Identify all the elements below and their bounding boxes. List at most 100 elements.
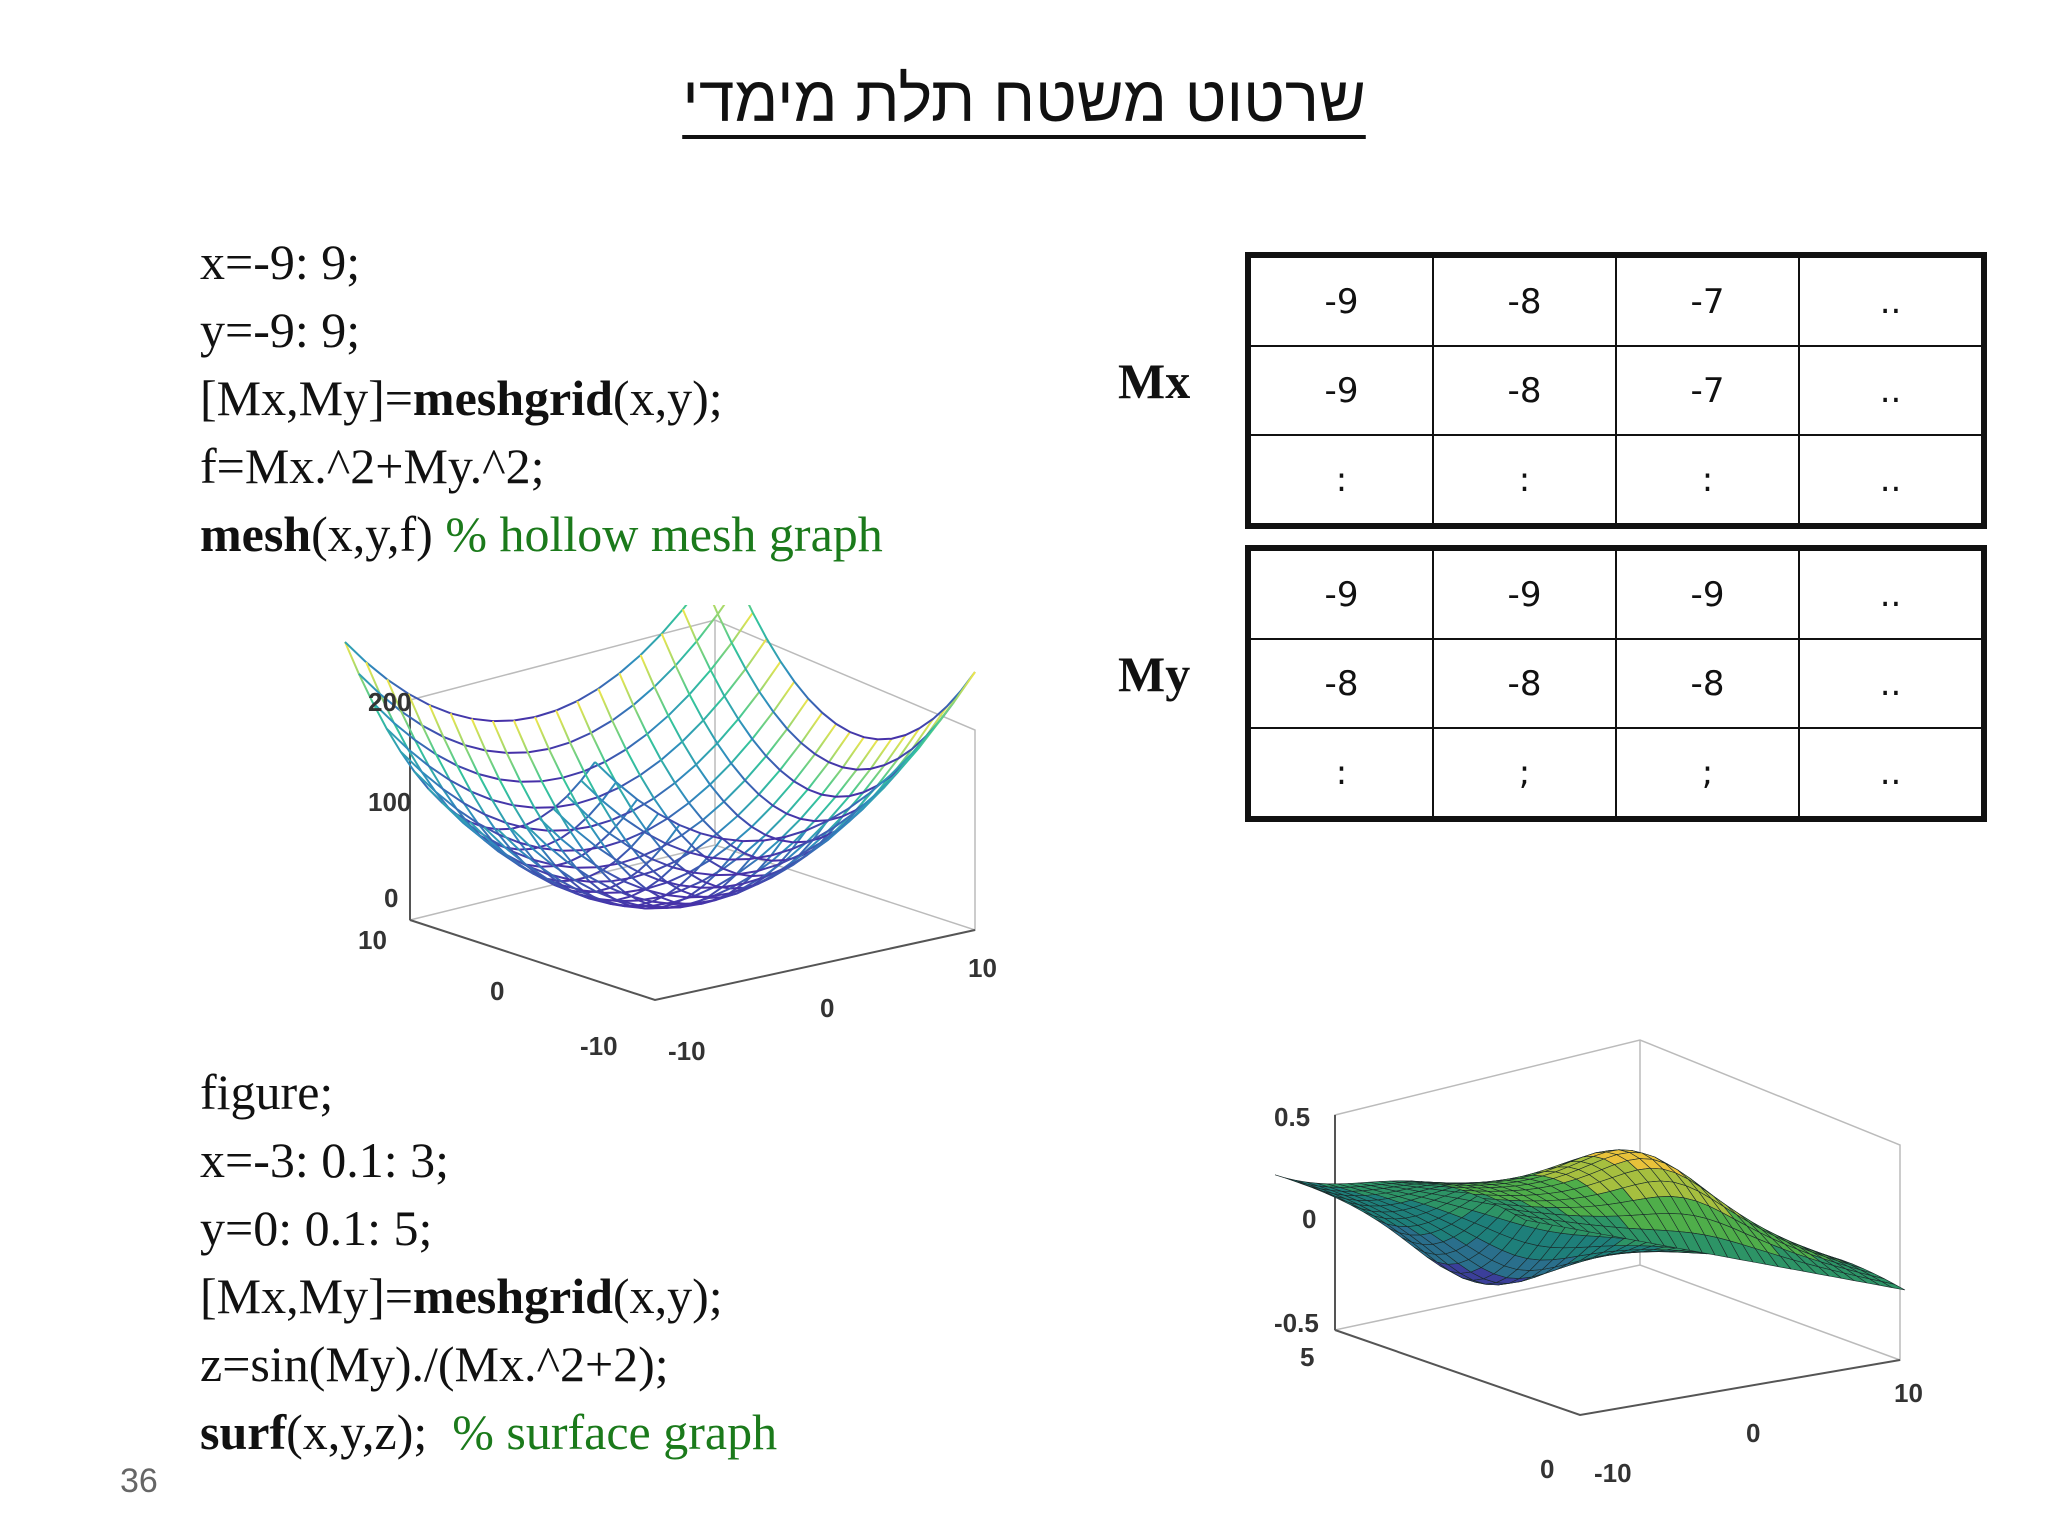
mesh-gridline [747,605,976,741]
surf-x-tick: 0 [1746,1418,1760,1448]
surf-y-tick: 5 [1300,1342,1314,1372]
surf-floor-front [1334,1329,1901,1417]
table-row: -9 -8 -7 .. [1247,345,1985,436]
code-comment: % hollow mesh graph [445,506,883,562]
mesh-floor-front [409,919,976,1002]
code-line: z=sin(My)./(Mx.^2+2); [200,1330,777,1398]
mesh-gridline [552,718,935,889]
table-cell: .. [1798,254,1985,347]
code-token: y=0: 0.1: 5; [200,1200,433,1256]
mx-label: Mx [1118,353,1191,409]
code-line: f=Mx.^2+My.^2; [200,432,883,500]
mesh-x-tick: 10 [968,953,997,983]
mesh-z-tick: 0 [384,883,398,913]
surf-z-tick: 0 [1302,1204,1316,1234]
code-block-surf: figure; x=-3: 0.1: 3; y=0: 0.1: 5; [Mx,My]=… [200,1058,777,1466]
code-token: (x,y); [612,370,723,426]
code-line: x=-3: 0.1: 3; [200,1126,777,1194]
code-line: figure; [200,1058,777,1126]
code-token: surf [200,1404,287,1460]
surf-surface [1274,1149,1906,1291]
mesh-gridline [580,689,962,861]
code-token: (x,y); [612,1268,723,1324]
code-token: [Mx,My]= [200,370,413,426]
page-number: 36 [120,1462,158,1500]
code-line: y=-9: 9; [200,296,883,364]
table-row: -9 -8 -7 .. [1247,254,1985,347]
table-cell: -8 [1247,638,1434,729]
slide-title: שרטוט משטח תלת מימדי [682,63,1366,135]
code-line: y=0: 0.1: 5; [200,1194,777,1262]
table-cell: -7 [1615,254,1800,347]
surf-patch [1881,1281,1906,1291]
table-cell: -8 [1432,638,1617,729]
table-cell: -9 [1247,345,1434,436]
mesh-x-tick: -10 [668,1036,706,1065]
surf-z-tick: -0.5 [1274,1308,1319,1338]
mesh-gridline [566,705,949,877]
code-token: y=-9: 9; [200,302,361,358]
table-cell: -9 [1247,547,1434,640]
table-cell: .. [1798,547,1985,640]
table-cell: .. [1798,638,1985,729]
table-cell: .. [1798,345,1985,436]
mesh-gridline [712,605,955,771]
table-row: : : : .. [1247,434,1985,527]
mx-table: -9 -8 -7 .. -9 -8 -7 .. : : : .. [1245,252,1987,529]
table-cell: -9 [1615,547,1800,640]
code-line: mesh(x,y,f) % hollow mesh graph [200,500,883,568]
table-cell: -8 [1432,254,1617,347]
mesh-gridline [449,712,702,902]
table-cell: -9 [1247,254,1434,347]
table-cell: -8 [1432,345,1617,436]
table-cell: ; [1615,727,1800,820]
my-label: My [1118,646,1191,702]
code-token: f=Mx.^2+My.^2; [200,438,545,494]
mesh-gridline [594,671,976,843]
table-cell: : [1432,434,1617,527]
code-line: x=-9: 9; [200,228,883,296]
code-token: [Mx,My]= [200,1268,413,1324]
mesh-gridline [386,638,768,809]
table-cell: ; [1432,727,1617,820]
table-cell: -8 [1615,638,1800,729]
my-table: -9 -9 -9 .. -8 -8 -8 .. : ; ; .. [1245,545,1987,822]
mesh-gridline [681,609,934,798]
mesh-y-tick: 10 [358,925,387,955]
code-token: figure; [200,1064,334,1120]
table-cell: : [1247,727,1434,820]
mesh-surface [344,605,976,910]
code-block-mesh: x=-9: 9; y=-9: 9; [Mx,My]=meshgrid(x,y); f=… [200,228,883,568]
table-cell: .. [1798,434,1985,527]
mesh-z-tick: 200 [368,687,411,717]
code-token: (x,y,f) [311,506,446,562]
table-row: -8 -8 -8 .. [1247,638,1985,729]
table-cell: .. [1798,727,1985,820]
surf-z-tick: 0.5 [1274,1102,1310,1132]
table-cell: -9 [1432,547,1617,640]
code-token: meshgrid [412,1268,613,1324]
code-token: mesh [200,506,312,562]
surf-plot: 0.5 0 -0.5 5 0 -10 0 10 [1274,1039,1923,1488]
mesh-y-tick: 0 [490,976,504,1006]
code-token: x=-9: 9; [200,234,361,290]
table-cell: : [1615,434,1800,527]
table-cell: : [1247,434,1434,527]
mesh-plot: 200 100 0 10 0 -10 -10 0 10 [344,605,997,1065]
code-line: surf(x,y,z); % surface graph [200,1398,777,1466]
mesh-y-tick: -10 [580,1031,618,1061]
code-line: [Mx,My]=meshgrid(x,y); [200,1262,777,1330]
mesh-x-tick: 0 [820,993,834,1023]
code-token: (x,y,z); [286,1404,453,1460]
surf-y-tick: 0 [1540,1454,1554,1484]
surf-x-tick: -10 [1594,1458,1632,1488]
table-row: -9 -9 -9 .. [1247,547,1985,640]
code-token: z=sin(My)./(Mx.^2+2); [200,1336,669,1392]
code-line: [Mx,My]=meshgrid(x,y); [200,364,883,432]
table-row: : ; ; .. [1247,727,1985,820]
table-cell: -7 [1615,345,1800,436]
code-comment: % surface graph [452,1404,778,1460]
surf-x-tick: 10 [1894,1378,1923,1408]
mesh-gridline [413,681,796,852]
mesh-z-tick: 100 [368,787,411,817]
